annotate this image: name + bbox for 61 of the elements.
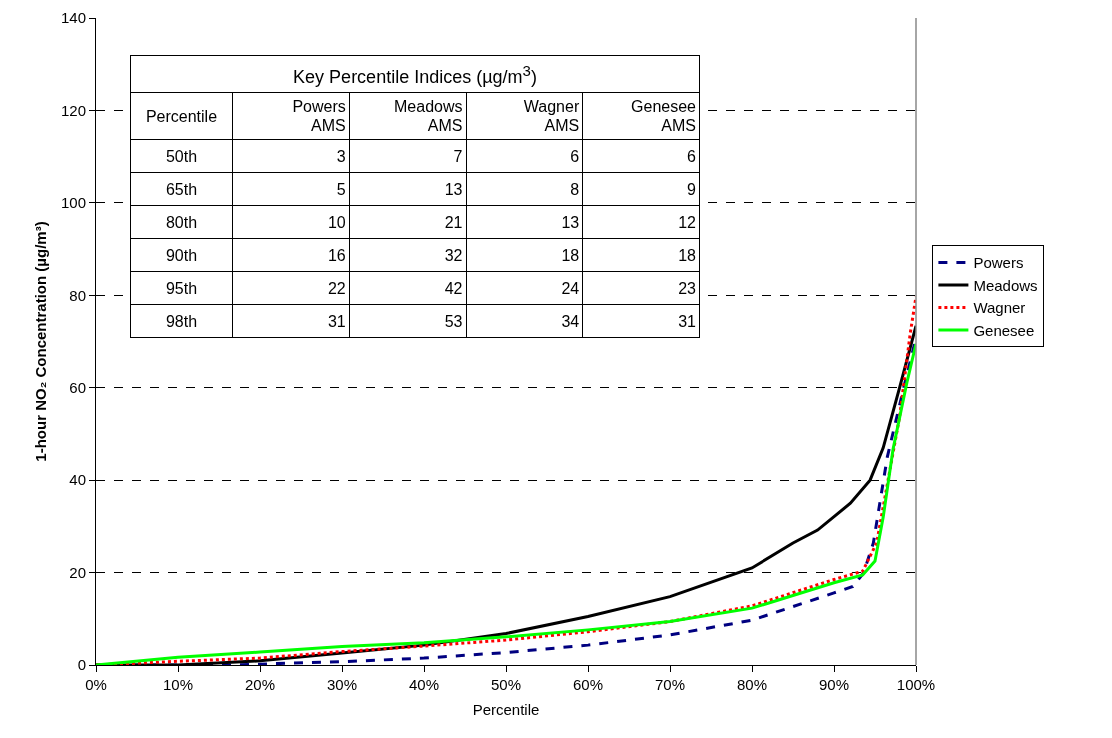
data-label: 7 <box>349 139 466 173</box>
y-tick-label: 80th <box>130 205 233 239</box>
data-label: 23 <box>582 271 700 305</box>
data-label: 13 <box>466 205 583 239</box>
legend-label: Meadows <box>973 276 1038 294</box>
data-label: 13 <box>349 172 466 206</box>
data-label: 12 <box>582 205 700 239</box>
data-label: 6 <box>466 139 583 173</box>
legend-label: Wagner <box>973 299 1026 317</box>
data-label: 9 <box>582 172 700 206</box>
data-label: 18 <box>466 238 583 272</box>
y-tick-label: 80 <box>69 286 86 304</box>
x-tick-label: Meadows AMS <box>349 92 466 140</box>
data-label: 16 <box>232 238 350 272</box>
y-axis-title: Percentile <box>130 92 233 140</box>
legend-label: Powers <box>973 254 1024 272</box>
x-tick-label: 40% <box>408 676 440 693</box>
y-tick-label: 0 <box>77 656 86 674</box>
data-label: 10 <box>232 205 350 239</box>
data-label: 21 <box>349 205 466 239</box>
x-tick-label: Genesee AMS <box>582 92 700 140</box>
y-tick-label: 95th <box>130 271 233 305</box>
data-label: 22 <box>232 271 350 305</box>
data-label: 42 <box>349 271 466 305</box>
data-label: 5 <box>232 172 350 206</box>
x-tick-label: 80% <box>736 676 768 693</box>
data-label: 3 <box>232 139 350 173</box>
x-tick-label: 0% <box>85 676 107 693</box>
y-tick-label: 40 <box>69 471 86 489</box>
legend-label: Genesee <box>973 321 1035 339</box>
x-tick-label: 30% <box>326 676 358 693</box>
x-tick-label: 70% <box>654 676 686 693</box>
data-label: 24 <box>466 271 583 305</box>
data-label: 31 <box>582 304 700 338</box>
data-label: 6 <box>582 139 700 173</box>
y-tick-label: 120 <box>60 101 86 119</box>
x-axis-title: Percentile <box>472 701 540 718</box>
data-label: 18 <box>582 238 700 272</box>
y-tick-label: 140 <box>60 9 86 27</box>
data-label: 53 <box>349 304 466 338</box>
data-label: 8 <box>466 172 583 206</box>
y-axis-title: 1-hour NO₂ Concentration (µg/m³) <box>32 221 50 462</box>
y-tick-label: 90th <box>130 238 233 272</box>
x-tick-label: 50% <box>490 676 522 693</box>
y-tick-label: 50th <box>130 139 233 173</box>
x-tick-label: Wagner AMS <box>466 92 583 140</box>
y-tick-label: 20 <box>69 563 86 581</box>
y-tick-label: 98th <box>130 304 233 338</box>
chart-title: Key Percentile Indices (µg/m$^{3}$) <box>130 55 700 93</box>
x-tick-label: 60% <box>572 676 604 693</box>
y-tick-label: 100 <box>60 194 86 212</box>
y-tick-label: 60 <box>69 378 86 396</box>
x-tick-label: 90% <box>818 676 850 693</box>
data-label: 34 <box>466 304 583 338</box>
x-tick-label: 20% <box>244 676 276 693</box>
x-tick-label: 10% <box>162 676 194 693</box>
x-tick-label: 100% <box>896 676 936 693</box>
x-tick-label: Powers AMS <box>232 92 350 140</box>
data-label: 32 <box>349 238 466 272</box>
data-label: 31 <box>232 304 350 338</box>
y-tick-label: 65th <box>130 172 233 206</box>
